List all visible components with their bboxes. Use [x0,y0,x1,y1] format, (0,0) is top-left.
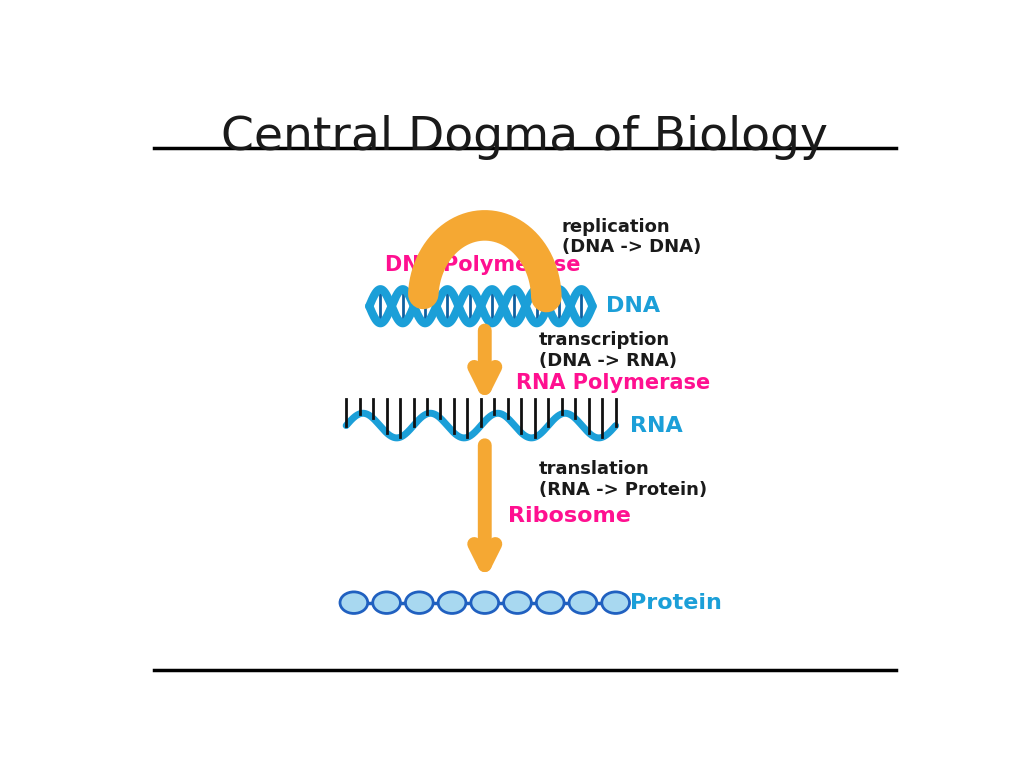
Ellipse shape [569,592,597,614]
Text: replication
(DNA -> DNA): replication (DNA -> DNA) [562,217,701,257]
Text: Central Dogma of Biology: Central Dogma of Biology [221,115,828,161]
Text: DNA Polymerase: DNA Polymerase [385,256,581,276]
Text: transcription
(DNA -> RNA): transcription (DNA -> RNA) [539,332,677,370]
Ellipse shape [602,592,630,614]
Ellipse shape [438,592,466,614]
Text: RNA: RNA [630,415,682,435]
Ellipse shape [471,592,499,614]
Text: DNA: DNA [606,296,660,316]
Ellipse shape [537,592,564,614]
Text: Protein: Protein [630,593,721,613]
Ellipse shape [373,592,400,614]
Ellipse shape [504,592,531,614]
Text: RNA Polymerase: RNA Polymerase [515,373,710,393]
Text: translation
(RNA -> Protein): translation (RNA -> Protein) [539,460,707,499]
Ellipse shape [340,592,368,614]
Ellipse shape [406,592,433,614]
Text: Ribosome: Ribosome [508,505,631,525]
